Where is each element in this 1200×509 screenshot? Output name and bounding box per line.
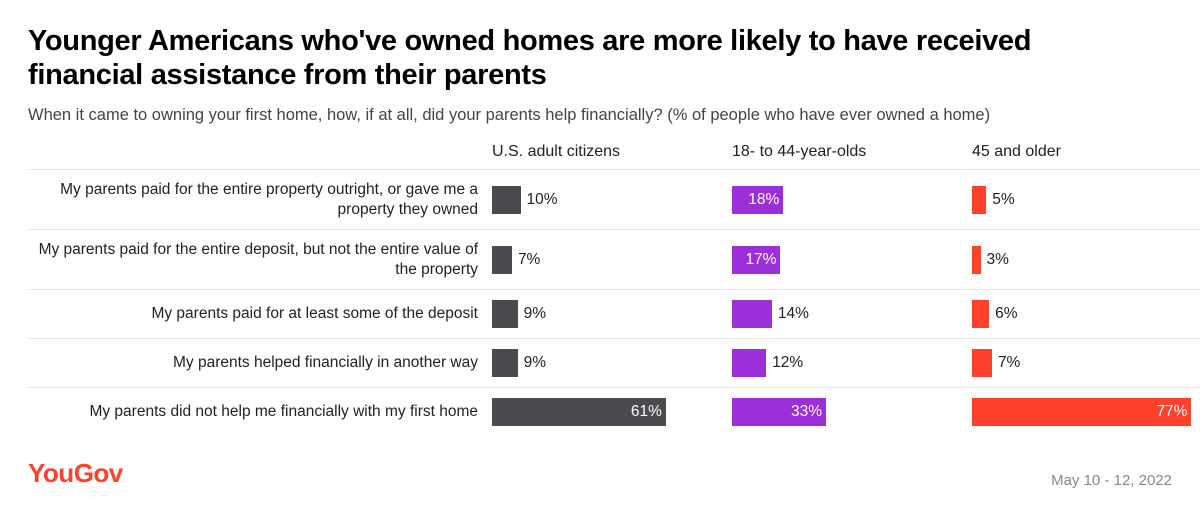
- bar-cell: 14%: [728, 289, 968, 338]
- column-header: 18- to 44-year-olds: [728, 143, 968, 169]
- bar-value: 6%: [995, 305, 1017, 323]
- bar: [972, 246, 981, 274]
- row-label: My parents paid for at least some of the…: [28, 289, 488, 338]
- chart-grid: U.S. adult citizens 18- to 44-year-olds …: [28, 143, 1172, 436]
- bar-cell: 9%: [488, 289, 728, 338]
- bar-cell: 61%: [488, 387, 728, 436]
- bar-cell: 6%: [968, 289, 1200, 338]
- bar: [972, 300, 989, 328]
- bar: [732, 349, 766, 377]
- row-label: My parents helped financially in another…: [28, 338, 488, 387]
- bar-value: 77%: [1156, 403, 1187, 421]
- bar-value: 7%: [998, 354, 1020, 372]
- bar-value: 17%: [745, 251, 776, 269]
- bar-cell: 3%: [968, 229, 1200, 289]
- row-label: My parents paid for the entire property …: [28, 169, 488, 229]
- bar-value: 33%: [791, 403, 822, 421]
- bar: [972, 349, 992, 377]
- bar-value: 18%: [748, 191, 779, 209]
- bar-cell: 10%: [488, 169, 728, 229]
- bar-value: 12%: [772, 354, 803, 372]
- bar-value: 10%: [527, 191, 558, 209]
- bar-value: 3%: [987, 251, 1009, 269]
- bar-cell: 12%: [728, 338, 968, 387]
- bar-cell: 7%: [968, 338, 1200, 387]
- bar-value: 9%: [524, 354, 546, 372]
- bar-cell: 33%: [728, 387, 968, 436]
- row-label: My parents paid for the entire deposit, …: [28, 229, 488, 289]
- yougov-logo: YouGov: [28, 458, 123, 489]
- bar-cell: 9%: [488, 338, 728, 387]
- bar: [492, 246, 512, 274]
- chart-headline: Younger Americans who've owned homes are…: [28, 24, 1128, 92]
- bar-value: 9%: [524, 305, 546, 323]
- bar: [492, 186, 521, 214]
- column-header: U.S. adult citizens: [488, 143, 728, 169]
- bar-value: 14%: [778, 305, 809, 323]
- bar: [732, 300, 772, 328]
- bar: [972, 186, 986, 214]
- bar-cell: 5%: [968, 169, 1200, 229]
- bar-value: 5%: [992, 191, 1014, 209]
- row-label: My parents did not help me financially w…: [28, 387, 488, 436]
- column-header: 45 and older: [968, 143, 1200, 169]
- bar-value: 7%: [518, 251, 540, 269]
- bar-cell: 77%: [968, 387, 1200, 436]
- bar-value: 61%: [631, 403, 662, 421]
- bar-cell: 18%: [728, 169, 968, 229]
- bar: [492, 349, 518, 377]
- bar-cell: 7%: [488, 229, 728, 289]
- bar: [492, 300, 518, 328]
- chart-subhead: When it came to owning your first home, …: [28, 106, 1172, 125]
- survey-date: May 10 - 12, 2022: [1051, 472, 1172, 489]
- bar-cell: 17%: [728, 229, 968, 289]
